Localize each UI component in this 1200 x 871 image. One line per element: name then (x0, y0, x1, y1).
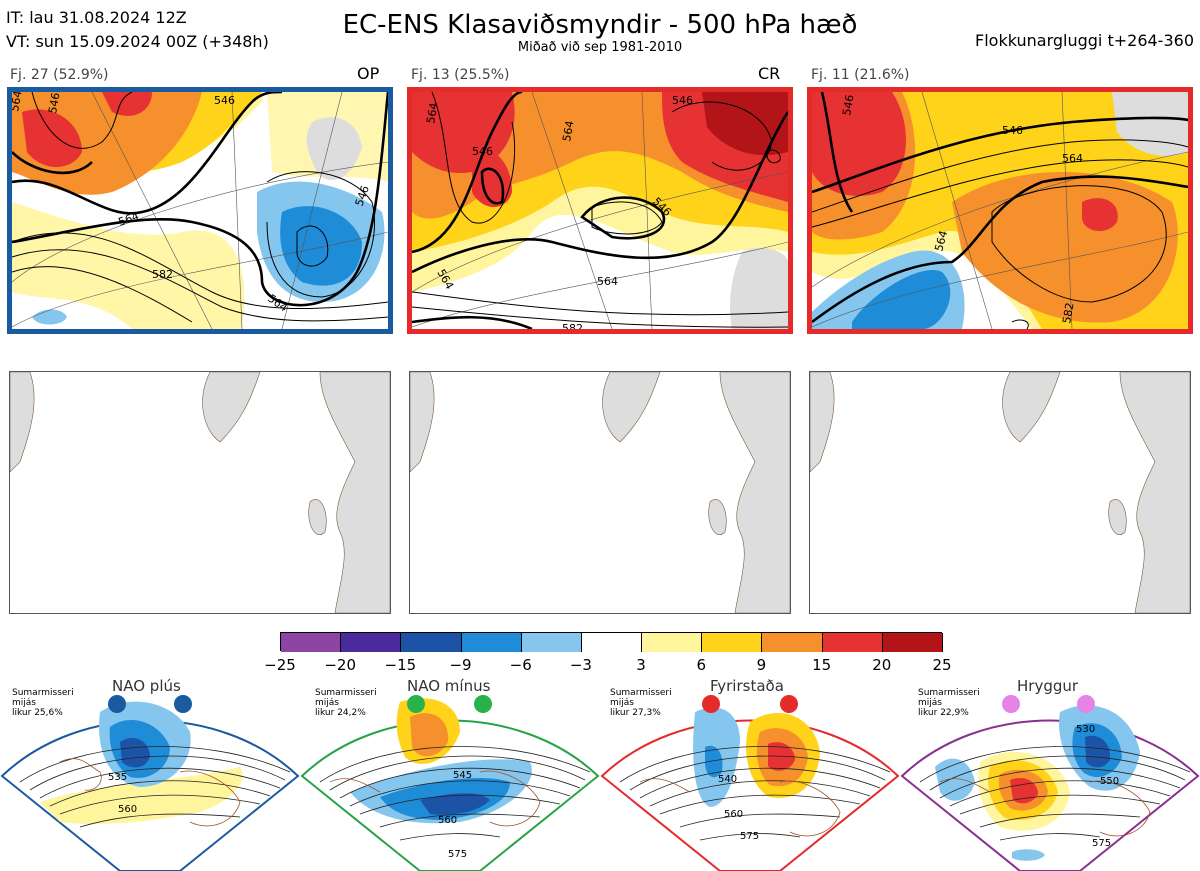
colorbar-label: 15 (812, 656, 832, 674)
contour-label: 535 (108, 772, 127, 783)
cluster-3-map: 546 546 564 564 582 (807, 87, 1193, 334)
colorbar-label: 3 (636, 656, 646, 674)
it-line: IT: lau 31.08.2024 12Z (6, 8, 187, 27)
contour-label: 575 (448, 849, 467, 860)
colorbar-label: −3 (569, 656, 592, 674)
header-info: IT: lau 31.08.2024 12Z VT: sun 15.09.202… (6, 6, 269, 54)
colorbar: −25 −20 −15 −9 −6 −3 3 6 9 15 20 25 (264, 632, 952, 676)
colorbar-label: −20 (324, 656, 356, 674)
contour-label: 564 (12, 92, 25, 113)
colorbar-labels: −25 −20 −15 −9 −6 −3 3 6 9 15 20 25 (264, 632, 951, 676)
regime-note: Sumarmisseri mijás likur 27,3% (610, 688, 672, 718)
regime-note: Sumarmisseri mijás likur 24,2% (315, 688, 377, 718)
cluster-1-label: Fj. 27 (52.9%) (10, 67, 109, 83)
regime-nao-plus: Sumarmisseri mijás likur 25,6% NAO plús 53… (0, 672, 300, 871)
colorbar-cell (762, 633, 823, 652)
contour-label: 546 (840, 94, 856, 117)
window-label: Flokkunargluggi t+264-360 (975, 31, 1194, 50)
cluster-1-tag: OP (357, 64, 380, 83)
contour-label: 582 (562, 322, 583, 329)
colorbar-label: 20 (872, 656, 892, 674)
colorbar-label: 6 (696, 656, 707, 674)
contour-label: 560 (438, 815, 457, 826)
colorbar-cell (401, 633, 462, 652)
colorbar-cell (461, 633, 522, 652)
contour-label: 564 (424, 102, 440, 125)
contour-label: 564 (932, 229, 950, 253)
colorbar-label: 9 (756, 656, 767, 674)
contour-label: 530 (1076, 724, 1095, 735)
contour-label: 564 (1062, 152, 1083, 165)
contour-label: 560 (724, 809, 743, 820)
colorbar-label: 25 (932, 656, 952, 674)
empty-map-2 (409, 371, 791, 614)
colorbar-cells (280, 632, 943, 652)
contour-label: 546 (672, 94, 693, 107)
regime-note: Sumarmisseri mijás likur 25,6% (12, 688, 74, 718)
regime-title: Fyrirstaða (710, 677, 784, 695)
cluster-3-label: Fj. 11 (21.6%) (811, 67, 910, 83)
contour-label: 546 (46, 92, 62, 115)
cluster-1-map: 564 546 546 564 582 564 546 (7, 87, 393, 334)
cluster-2-map: 564 546 546 564 546 564 564 582 (407, 87, 793, 334)
contour-label: 540 (718, 774, 737, 785)
contour-label: 546 (472, 145, 493, 158)
contour-label: 564 (597, 275, 618, 288)
contour-label: 546 (1002, 124, 1023, 137)
page-title: EC-ENS Klasaviðsmyndir - 500 hPa hæð (342, 10, 858, 40)
contour-label: 564 (560, 120, 576, 143)
regime-nao-minus: Sumarmisseri mijás likur 24,2% NAO mínus 5… (300, 672, 600, 871)
contour-label: 560 (118, 804, 137, 815)
empty-map-1 (9, 371, 391, 614)
regime-title: Hryggur (1017, 677, 1079, 695)
colorbar-cell (341, 633, 402, 652)
regime-title: NAO mínus (407, 677, 491, 695)
colorbar-label: −6 (509, 656, 532, 674)
colorbar-label: −25 (264, 656, 296, 674)
cluster-2-label: Fj. 13 (25.5%) (411, 67, 510, 83)
contour-label: 575 (740, 831, 759, 842)
colorbar-cell (281, 633, 342, 652)
contour-label: 575 (1092, 838, 1111, 849)
colorbar-cell (581, 633, 643, 652)
contour-label: 545 (453, 770, 472, 781)
colorbar-cell (882, 633, 943, 652)
colorbar-cell (642, 633, 703, 652)
page-subtitle: Miðað við sep 1981-2010 (517, 40, 683, 55)
contour-label: 546 (214, 94, 235, 107)
contour-label: 550 (1100, 776, 1119, 787)
colorbar-cell (822, 633, 883, 652)
regime-note: Sumarmisseri mijás likur 22,9% (918, 688, 980, 718)
regime-blocking: Sumarmisseri mijás likur 27,3% Fyrirstaða … (600, 672, 900, 871)
empty-map-3 (809, 371, 1191, 614)
regime-title: NAO plús (112, 677, 181, 695)
contour-label: 582 (1060, 302, 1076, 325)
cluster-2-tag: CR (758, 64, 781, 83)
colorbar-label: −9 (449, 656, 472, 674)
contour-label: 582 (152, 268, 173, 281)
colorbar-cell (702, 633, 763, 652)
colorbar-label: −15 (384, 656, 417, 674)
colorbar-cell (521, 633, 582, 652)
regime-ridge: Sumarmisseri mijás likur 22,9% Hryggur 530… (900, 672, 1200, 871)
vt-line: VT: sun 15.09.2024 00Z (+348h) (6, 32, 269, 51)
